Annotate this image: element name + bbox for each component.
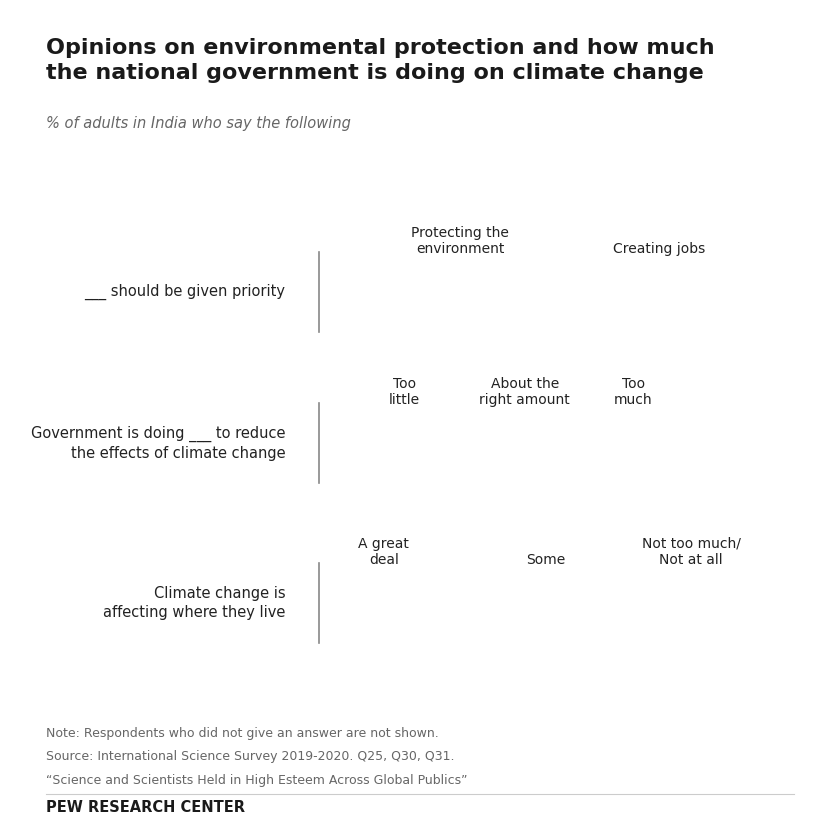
Text: 32: 32 bbox=[621, 434, 646, 452]
Text: Opinions on environmental protection and how much
the national government is doi: Opinions on environmental protection and… bbox=[46, 38, 715, 82]
Text: “Science and Scientists Held in High Esteem Across Global Publics”: “Science and Scientists Held in High Est… bbox=[46, 774, 468, 786]
Text: 21: 21 bbox=[679, 594, 704, 612]
Text: Source: International Science Survey 2019-2020. Q25, Q30, Q31.: Source: International Science Survey 201… bbox=[46, 750, 454, 763]
Text: Not too much/
Not at all: Not too much/ Not at all bbox=[642, 537, 741, 567]
Text: 37: 37 bbox=[392, 434, 417, 452]
Text: 25: 25 bbox=[646, 283, 671, 301]
Text: Note: Respondents who did not give an answer are not shown.: Note: Respondents who did not give an an… bbox=[46, 727, 439, 739]
Text: Creating jobs: Creating jobs bbox=[612, 242, 705, 256]
Text: Government is doing ___ to reduce
the effects of climate change: Government is doing ___ to reduce the ef… bbox=[31, 426, 286, 460]
Text: A great
deal: A great deal bbox=[359, 537, 409, 567]
Text: Climate change is
affecting where they live: Climate change is affecting where they l… bbox=[103, 586, 286, 620]
Text: Protecting the
environment: Protecting the environment bbox=[411, 226, 509, 256]
Text: About the
right amount: About the right amount bbox=[480, 377, 570, 407]
Text: Some: Some bbox=[526, 553, 565, 567]
Text: Too
much: Too much bbox=[614, 377, 653, 407]
Text: 15: 15 bbox=[512, 434, 538, 452]
Text: ___ should be given priority: ___ should be given priority bbox=[85, 284, 286, 300]
Text: 42: 42 bbox=[533, 594, 558, 612]
Text: 61: 61 bbox=[448, 283, 473, 301]
Text: 28: 28 bbox=[371, 594, 396, 612]
Text: PEW RESEARCH CENTER: PEW RESEARCH CENTER bbox=[46, 800, 245, 815]
Text: % of adults in India who say the following: % of adults in India who say the followi… bbox=[46, 116, 351, 131]
Text: Too
little: Too little bbox=[389, 377, 420, 407]
